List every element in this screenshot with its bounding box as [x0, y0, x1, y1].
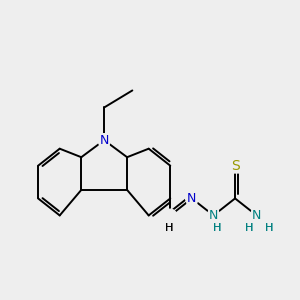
Circle shape: [207, 209, 220, 222]
Text: N: N: [100, 134, 109, 147]
Text: H: H: [245, 223, 253, 233]
Text: S: S: [231, 159, 239, 173]
Circle shape: [250, 209, 263, 222]
Text: S: S: [231, 159, 239, 173]
Text: H: H: [164, 223, 173, 233]
Text: N: N: [187, 192, 196, 205]
Text: H: H: [164, 223, 173, 233]
Text: N: N: [252, 209, 261, 222]
Text: H: H: [213, 223, 222, 233]
Text: H: H: [213, 223, 222, 233]
Text: H: H: [265, 223, 273, 233]
Text: N: N: [100, 134, 109, 147]
Text: H: H: [245, 223, 253, 233]
Circle shape: [186, 192, 198, 205]
Circle shape: [229, 160, 241, 172]
Text: N: N: [209, 209, 218, 222]
Circle shape: [98, 134, 110, 146]
Text: N: N: [252, 209, 261, 222]
Circle shape: [164, 209, 176, 222]
Text: H: H: [265, 223, 273, 233]
Text: N: N: [187, 192, 196, 205]
Text: N: N: [209, 209, 218, 222]
